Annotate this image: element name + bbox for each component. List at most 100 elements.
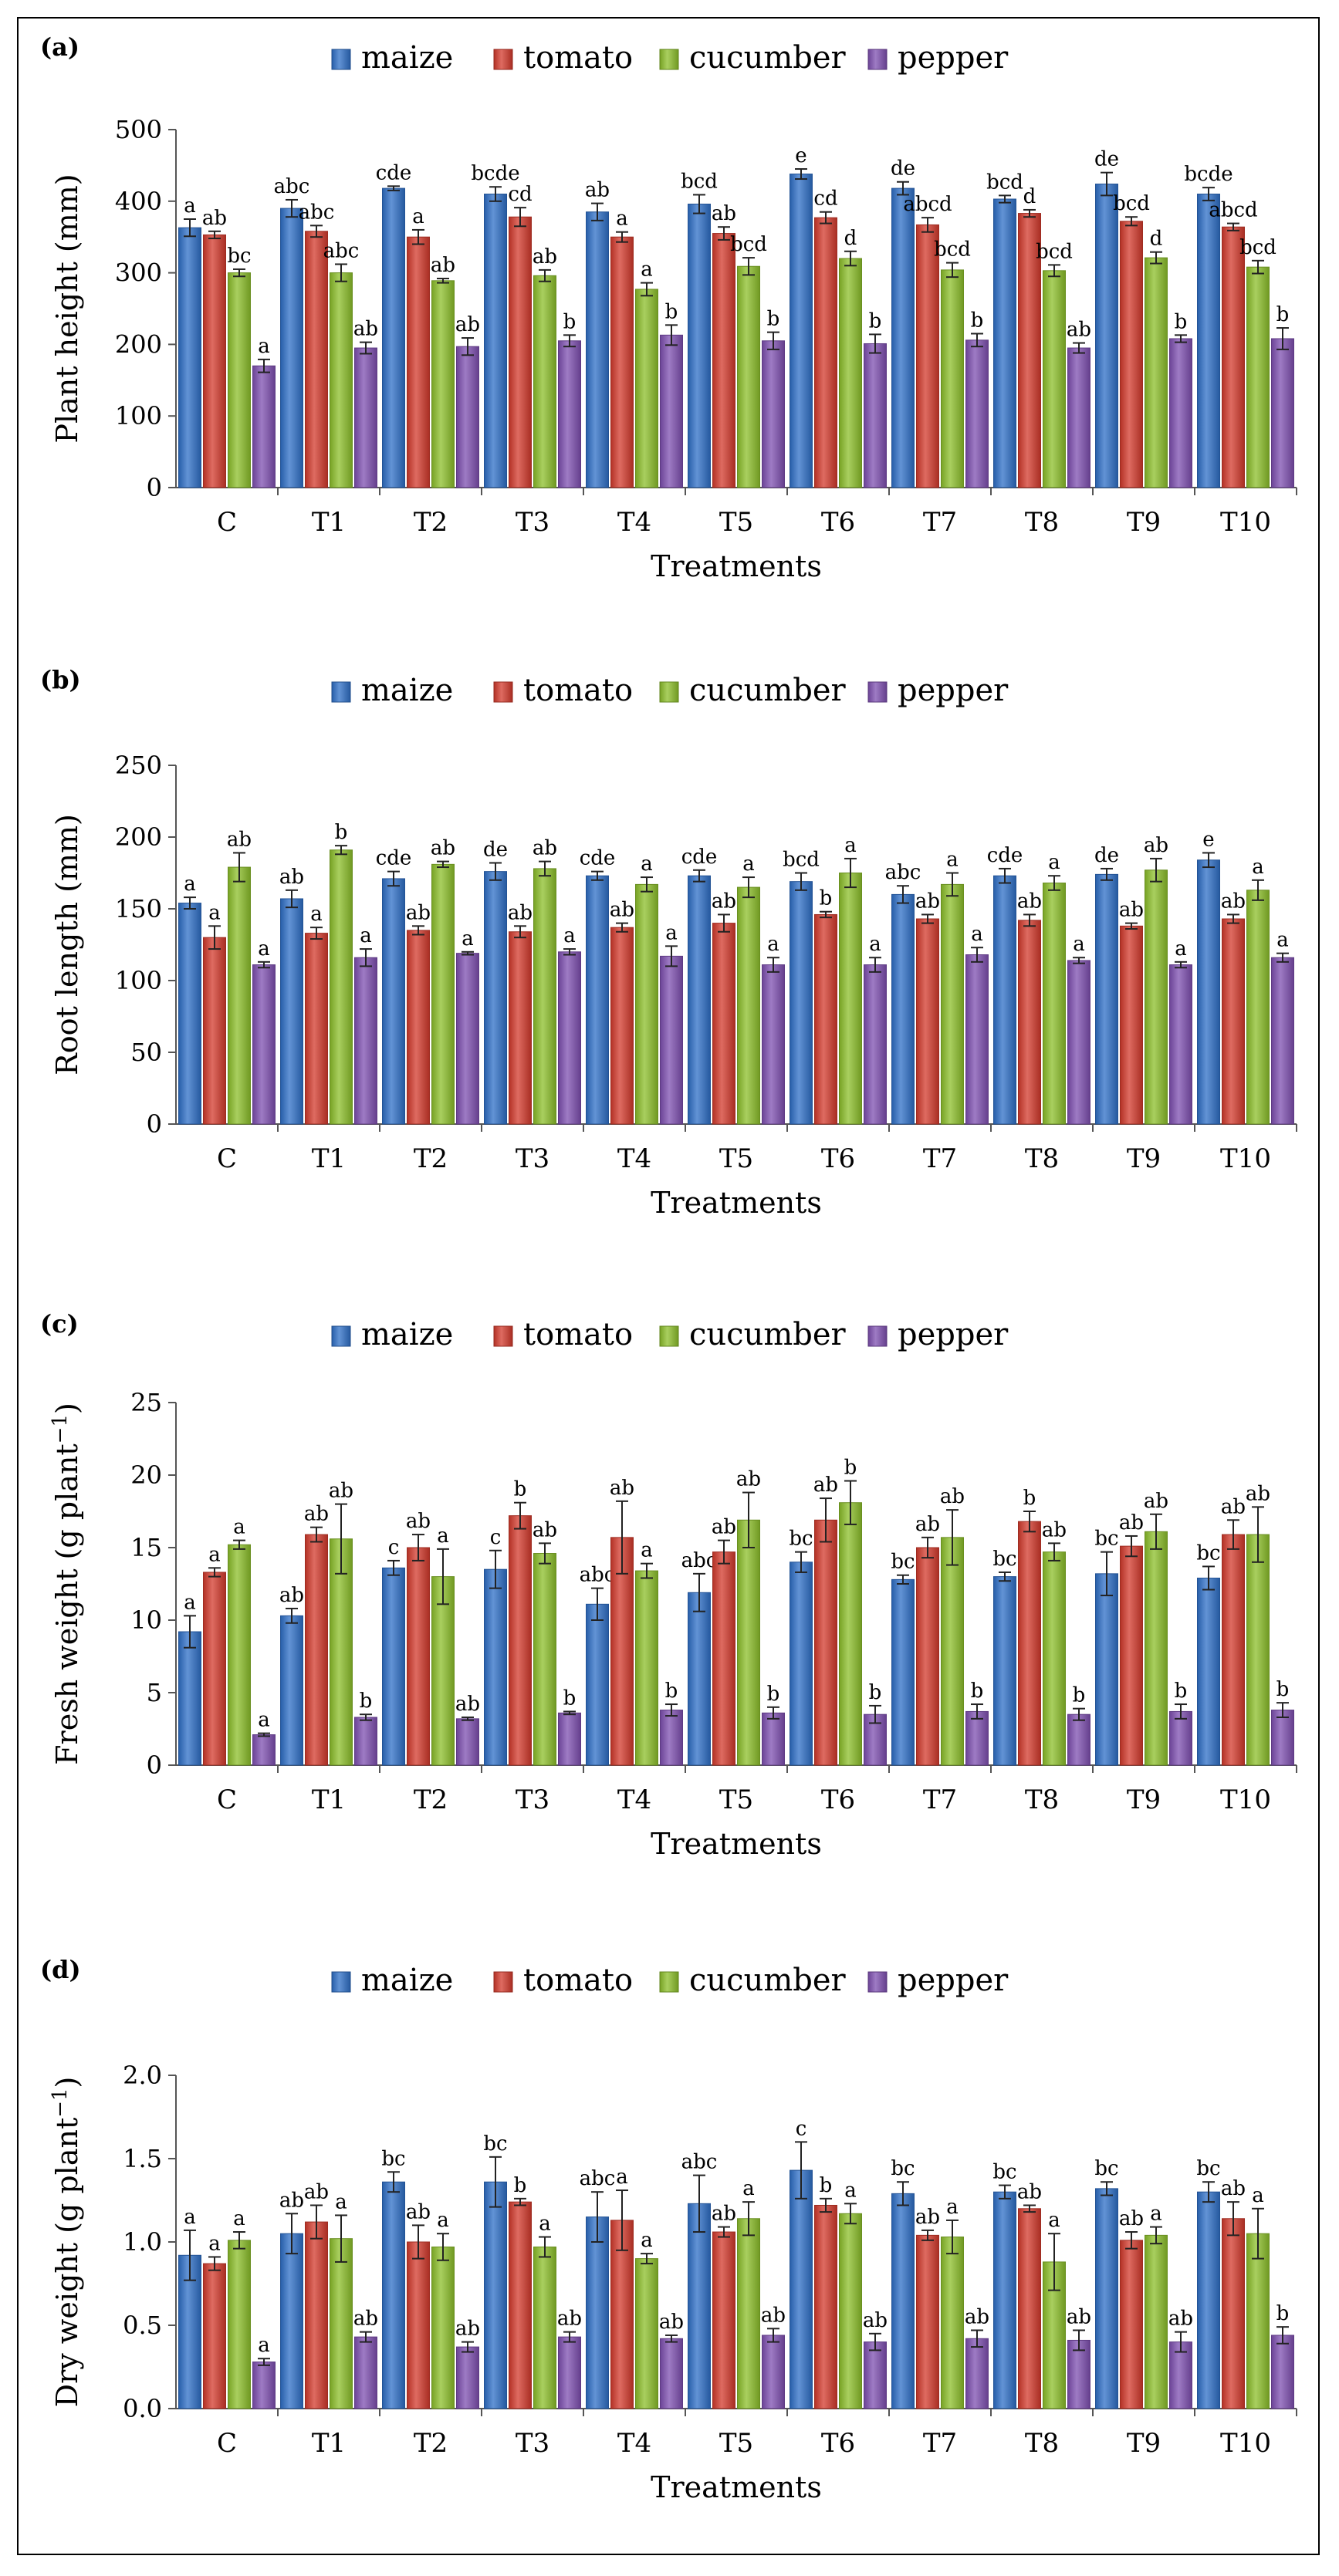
significance-letter: ab [712, 1516, 736, 1539]
significance-letter: abc [580, 2167, 616, 2190]
panel-label: (d) [40, 1955, 81, 1984]
significance-letter: b [767, 308, 780, 331]
x-tick-label: T8 [1025, 1143, 1059, 1174]
legend-swatch-tomato [493, 1325, 513, 1347]
bar-tomato-T1 [305, 1534, 328, 1766]
bar-pepper-T4 [660, 334, 683, 488]
significance-letter: b [820, 2174, 833, 2197]
significance-letter: ab [1017, 890, 1042, 913]
bar-pepper-T6 [864, 964, 887, 1125]
x-tick-label: T5 [719, 507, 753, 538]
significance-letter: ab [1221, 890, 1246, 913]
significance-letter: a [184, 1591, 196, 1614]
x-tick-label: C [217, 507, 237, 538]
y-tick-label: 5 [147, 1678, 162, 1707]
bar-tomato-T7 [916, 918, 939, 1125]
bar-cucumber-T10 [1246, 266, 1270, 488]
significance-letter: b [1276, 303, 1290, 326]
bar-maize-T1 [280, 2233, 303, 2409]
significance-letter: ab [965, 2305, 989, 2328]
bar-maize-T10 [1197, 2191, 1220, 2409]
significance-letter: de [1094, 148, 1119, 171]
bar-maize-C [178, 227, 201, 488]
bar-tomato-T6 [814, 2204, 837, 2409]
significance-letter: ab [557, 2308, 582, 2331]
significance-letter: a [742, 2177, 755, 2200]
y-axis-label: Plant height (mm) [50, 174, 84, 443]
significance-letter: ab [533, 1518, 557, 1541]
bar-cucumber-T2 [431, 280, 455, 488]
significance-letter: ab [304, 1503, 329, 1526]
bar-tomato-T2 [407, 1547, 430, 1766]
significance-letter: ab [1221, 1495, 1246, 1518]
bar-maize-T6 [790, 1561, 813, 1766]
significance-letter: b [1073, 1684, 1086, 1707]
bar-tomato-T9 [1120, 925, 1143, 1125]
significance-letter: ab [279, 1584, 304, 1607]
significance-letter: abc [274, 175, 310, 198]
x-tick-label: T10 [1220, 507, 1271, 538]
bar-tomato-T1 [305, 2221, 328, 2409]
significance-letter: a [641, 1539, 653, 1562]
bar-tomato-T7 [916, 224, 939, 488]
bar-maize-T9 [1095, 2188, 1118, 2409]
significance-letter: bc [1094, 1528, 1118, 1551]
legend-item-cucumber: cucumber [659, 673, 847, 708]
significance-letter: b [971, 1680, 984, 1703]
bar-maize-T9 [1095, 184, 1118, 488]
x-tick-label: T3 [516, 1784, 549, 1815]
legend-item-pepper: pepper [867, 1317, 1009, 1352]
bar-cucumber-T1 [330, 1538, 353, 1766]
bar-cucumber-T2 [431, 2246, 455, 2409]
y-tick-label: 25 [130, 1388, 162, 1417]
significance-letter: abc [323, 239, 360, 262]
bar-pepper-T3 [558, 1712, 581, 1766]
chart-panel-1: (a) maize tomato cucumber pepper Plant height… [40, 32, 1297, 583]
x-tick-label: T5 [719, 2428, 753, 2459]
legend-swatch-pepper [867, 49, 888, 70]
significance-letter: a [616, 2166, 628, 2189]
x-tick-label: T3 [516, 2428, 549, 2459]
significance-letter: ab [761, 2304, 786, 2327]
bar-pepper-C [252, 1734, 276, 1766]
significance-letter: bcde [1184, 163, 1232, 186]
bar-tomato-T2 [407, 236, 430, 488]
y-tick-label: 0 [147, 1751, 162, 1780]
legend-label-cucumber: cucumber [689, 1317, 847, 1352]
significance-letter: abc [885, 861, 921, 884]
significance-letter: ab [533, 837, 557, 860]
significance-letter: bcd [986, 170, 1023, 194]
legend-swatch-maize [331, 681, 351, 703]
bar-pepper-T10 [1271, 957, 1294, 1125]
significance-letter: ab [863, 2309, 888, 2332]
x-tick-label: T4 [617, 1143, 651, 1174]
bar-pepper-C [252, 365, 276, 488]
legend-label-tomato: tomato [523, 40, 633, 76]
bar-cucumber-T9 [1145, 257, 1168, 488]
significance-letter: a [208, 901, 221, 924]
x-tick-label: T4 [617, 1784, 651, 1815]
significance-letter: ab [610, 1477, 634, 1500]
bar-cucumber-T7 [941, 269, 964, 488]
bar-pepper-C [252, 2362, 276, 2409]
significance-letter: a [184, 873, 196, 896]
bar-cucumber-C [228, 2240, 251, 2409]
bar-cucumber-T8 [1043, 883, 1066, 1125]
bar-cucumber-T6 [839, 873, 862, 1125]
significance-letter: a [1048, 851, 1060, 874]
significance-letter: abc [681, 1549, 718, 1572]
significance-letter: cd [813, 187, 837, 211]
y-axis-label: Root length (mm) [50, 814, 84, 1075]
x-tick-label: T2 [414, 1143, 448, 1174]
significance-letter: b [335, 821, 348, 844]
bar-pepper-T5 [762, 340, 785, 488]
bar-pepper-T9 [1169, 964, 1192, 1125]
significance-letter: ab [813, 1474, 838, 1497]
significance-letter: ab [304, 2180, 329, 2203]
significance-letter: ab [455, 1693, 480, 1716]
legend-item-maize: maize [331, 1963, 453, 1998]
x-axis-label: Treatments [651, 1186, 822, 1220]
bar-maize-T1 [280, 1615, 303, 1766]
